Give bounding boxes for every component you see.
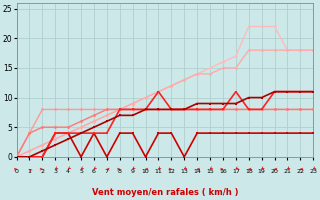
X-axis label: Vent moyen/en rafales ( km/h ): Vent moyen/en rafales ( km/h ) xyxy=(92,188,238,197)
